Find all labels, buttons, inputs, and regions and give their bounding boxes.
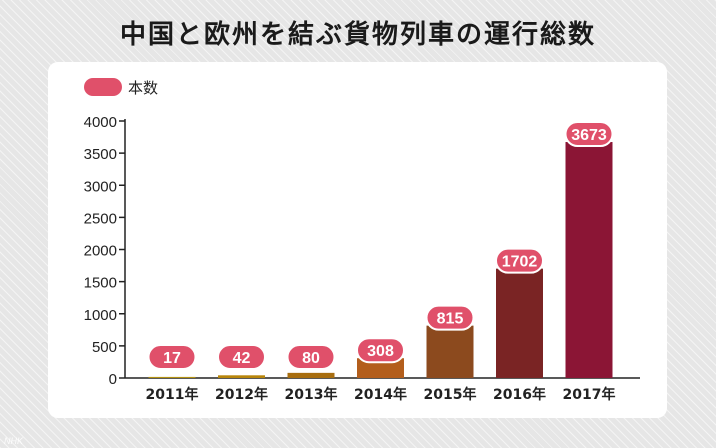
x-tick-label: 2013年: [285, 386, 338, 403]
y-tick-label: 1500: [84, 275, 117, 292]
y-tick-label: 3500: [84, 146, 117, 163]
bar: [148, 376, 196, 378]
data-label-badge: [356, 337, 405, 364]
x-tick-label: 2017年: [563, 386, 616, 403]
bar: [426, 325, 474, 378]
data-label: 308: [367, 343, 394, 360]
data-label-badge: [564, 121, 614, 148]
data-label-badge: [147, 344, 197, 370]
bar: [565, 142, 613, 378]
data-label: 3673: [571, 127, 607, 144]
data-label-badge: [217, 344, 266, 370]
data-label-badge: [286, 344, 336, 370]
data-label-badge: [425, 304, 475, 331]
data-label-badge: [495, 247, 544, 274]
x-tick-label: 2014年: [354, 386, 407, 403]
data-label: 80: [302, 350, 320, 367]
y-tick-label: 4000: [84, 114, 117, 131]
data-label: 815: [437, 311, 464, 328]
y-tick-label: 500: [92, 339, 117, 356]
y-tick-label: 3000: [84, 178, 117, 195]
bar: [218, 375, 265, 378]
data-label: 17: [163, 350, 181, 367]
y-tick-label: 2000: [84, 243, 117, 260]
data-label: 42: [233, 350, 251, 367]
bar: [287, 372, 335, 378]
watermark: NHK: [4, 436, 24, 446]
bar: [496, 268, 543, 378]
x-tick-label: 2011年: [146, 386, 199, 403]
y-tick-label: 2500: [84, 210, 117, 227]
x-tick-label: 2015年: [424, 386, 477, 403]
x-tick-label: 2016年: [493, 386, 546, 403]
data-label: 1702: [502, 254, 538, 271]
x-tick-label: 2012年: [215, 386, 268, 403]
chart-title: 中国と欧州を結ぶ貨物列車の運行総数: [119, 20, 596, 50]
y-tick-label: 0: [109, 371, 117, 388]
legend-swatch: [84, 78, 122, 96]
y-tick-label: 1000: [84, 307, 117, 324]
legend-label: 本数: [128, 79, 158, 97]
